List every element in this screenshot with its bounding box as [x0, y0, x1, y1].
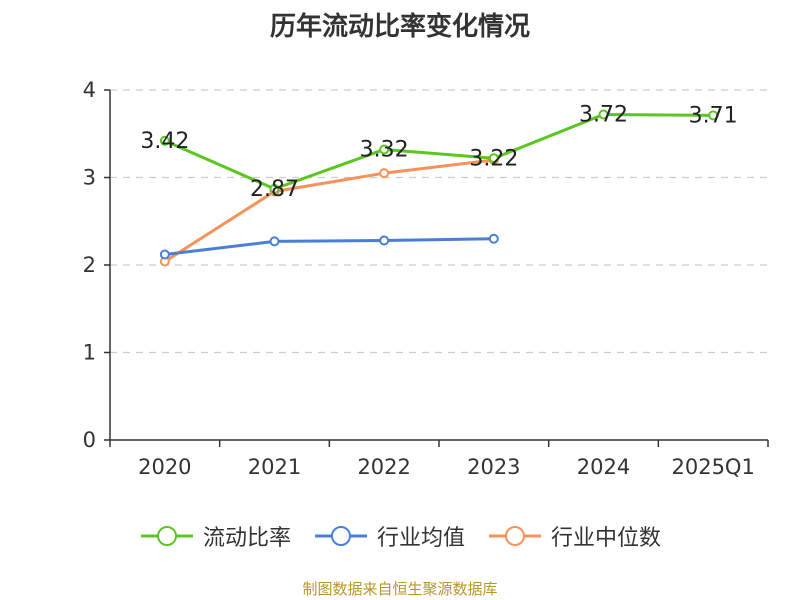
data-point-0	[598, 109, 609, 120]
x-tick-label: 2020	[138, 455, 191, 479]
data-label: 3.22	[469, 146, 518, 171]
x-tick-label: 2021	[248, 455, 301, 479]
data-point-0	[488, 153, 499, 164]
legend-marker-industry-mean-icon	[314, 526, 367, 546]
legend-item-industry-mean[interactable]: 行业均值	[313, 520, 465, 552]
x-tick-label: 2024	[577, 455, 630, 479]
x-tick-label: 2023	[467, 455, 520, 479]
data-point-1	[488, 233, 499, 244]
legend-marker-industry-median-icon	[489, 526, 541, 546]
data-point-0	[159, 135, 170, 146]
data-label: 3.71	[689, 103, 738, 128]
x-tick-label: 2025Q1	[671, 455, 754, 479]
y-tick-label: 0	[83, 428, 96, 452]
data-point-0	[708, 110, 719, 121]
y-tick-label: 4	[83, 78, 96, 102]
legend-label-industry-median: 行业中位数	[551, 526, 662, 551]
y-tick-label: 2	[83, 253, 96, 277]
legend-label-industry-mean: 行业均值	[376, 526, 465, 551]
legend-label-current-ratio: 流动比率	[202, 526, 291, 551]
data-point-1	[379, 235, 390, 246]
legend: 流动比率 行业均值 行业中位数	[0, 520, 800, 552]
series-line-2	[164, 158, 495, 263]
data-point-2	[379, 168, 390, 179]
legend-item-current-ratio[interactable]: 流动比率	[139, 520, 291, 552]
data-label: 2.87	[250, 177, 299, 202]
y-tick-label: 1	[83, 341, 96, 365]
chart-title: 历年流动比率变化情况	[269, 12, 530, 42]
legend-marker-current-ratio-icon	[140, 526, 193, 546]
data-point-0	[269, 183, 280, 194]
series-line-0	[164, 113, 714, 191]
x-tick-label: 2022	[357, 455, 410, 479]
data-point-1	[269, 236, 280, 247]
data-label: 3.72	[579, 103, 628, 128]
data-point-1	[159, 249, 170, 260]
series-line-1	[164, 237, 494, 256]
data-label: 3.32	[360, 138, 409, 163]
data-point-0	[379, 144, 390, 155]
legend-item-industry-median[interactable]: 行业中位数	[487, 520, 661, 552]
data-label: 3.42	[140, 129, 189, 154]
source-note: 制图数据来自恒生聚源数据库	[302, 580, 498, 598]
y-tick-label: 3	[83, 166, 96, 190]
